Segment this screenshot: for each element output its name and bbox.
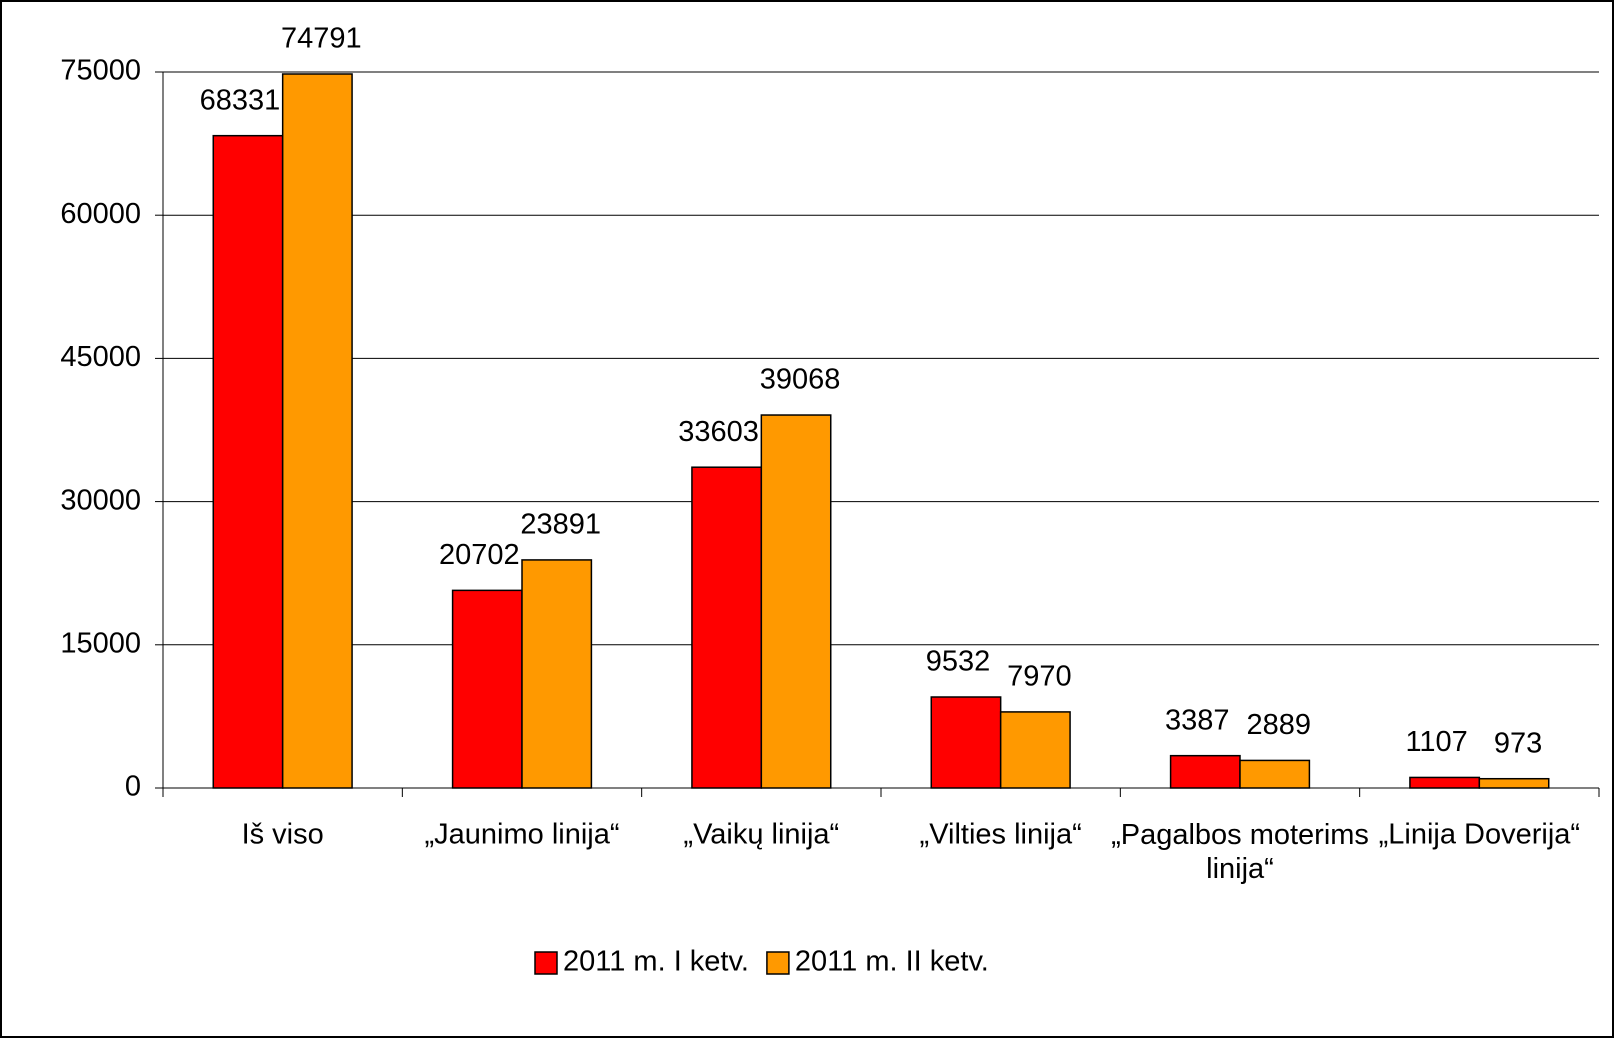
- value-label: 1107: [1405, 726, 1467, 758]
- legend-swatch: [766, 951, 790, 975]
- value-label: 68331: [200, 84, 281, 116]
- bar: [1478, 777, 1550, 789]
- bar: [760, 414, 832, 789]
- x-tick-label: „Pagalbos moterims linija“: [1111, 819, 1369, 885]
- y-tick-label: 75000: [60, 55, 141, 87]
- bar: [1409, 776, 1481, 789]
- x-tick-label: „Linija Doverija“: [1379, 819, 1580, 851]
- value-label: 74791: [281, 23, 362, 55]
- value-label: 7970: [1007, 661, 1072, 693]
- bar: [212, 134, 284, 789]
- x-tick-label: „Jaunimo linija“: [424, 819, 619, 851]
- legend-label: 2011 m. II ketv.: [795, 946, 989, 978]
- value-label: 39068: [760, 364, 841, 396]
- bar: [451, 589, 523, 789]
- value-label: 20702: [439, 539, 520, 571]
- x-tick-label: „Vaikų linija“: [683, 819, 839, 851]
- value-label: 3387: [1165, 704, 1230, 736]
- x-tick-label: Iš viso: [242, 819, 324, 851]
- bar: [281, 73, 353, 789]
- y-tick-label: 15000: [60, 627, 141, 659]
- bar: [930, 696, 1002, 789]
- y-tick-label: 60000: [60, 198, 141, 230]
- legend-label: 2011 m. I ketv.: [563, 946, 749, 978]
- value-label: 2889: [1246, 709, 1311, 741]
- bar: [691, 466, 763, 789]
- value-label: 9532: [926, 646, 991, 678]
- y-tick-label: 0: [125, 771, 141, 803]
- y-tick-label: 30000: [60, 484, 141, 516]
- bar: [1239, 759, 1311, 789]
- value-label: 33603: [678, 416, 759, 448]
- bar: [1169, 754, 1241, 789]
- value-label: 23891: [520, 509, 601, 541]
- y-tick-label: 45000: [60, 341, 141, 373]
- bar: [999, 711, 1071, 789]
- bar: [521, 559, 593, 789]
- x-tick-label: „Vilties linija“: [920, 819, 1082, 851]
- legend-swatch: [534, 951, 558, 975]
- value-label: 973: [1494, 727, 1542, 759]
